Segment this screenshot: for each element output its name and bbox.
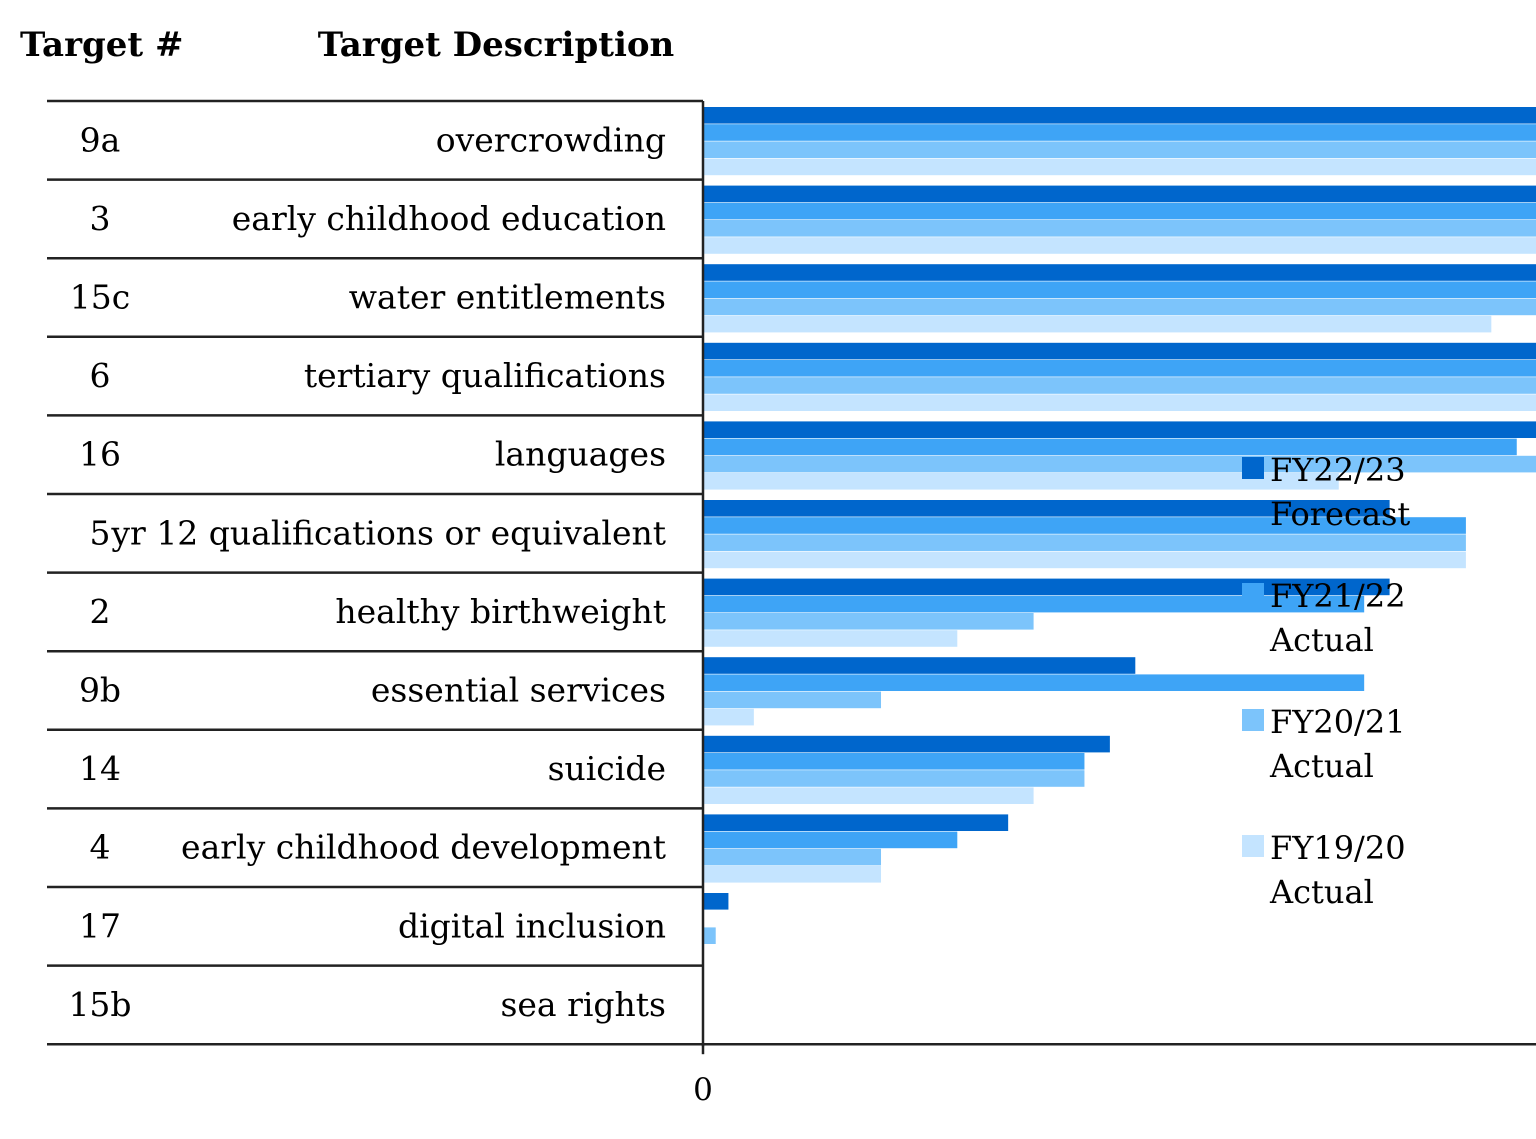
legend-label: Forecast bbox=[1270, 495, 1410, 533]
target-number: 6 bbox=[90, 356, 111, 395]
legend-swatch bbox=[1242, 583, 1264, 605]
legend-swatch bbox=[1242, 835, 1264, 857]
bars bbox=[703, 107, 1536, 944]
bar bbox=[703, 107, 1536, 124]
bar bbox=[703, 315, 1492, 333]
target-description: healthy birthweight bbox=[335, 592, 666, 631]
bar bbox=[703, 613, 1034, 630]
target-number: 2 bbox=[90, 592, 111, 631]
legend-swatch bbox=[1242, 457, 1264, 479]
bar bbox=[703, 578, 1390, 596]
bar bbox=[703, 753, 1085, 770]
bar bbox=[703, 298, 1536, 316]
target-description: early childhood education bbox=[232, 199, 666, 238]
bar bbox=[703, 893, 729, 910]
target-description: early childhood development bbox=[181, 828, 666, 867]
bar bbox=[703, 866, 882, 883]
bar bbox=[703, 158, 1536, 176]
target-number: 15c bbox=[70, 278, 130, 317]
legend-label: FY22/23 bbox=[1270, 451, 1406, 489]
bar bbox=[703, 377, 1536, 394]
bar bbox=[703, 394, 1536, 411]
target-number: 3 bbox=[90, 199, 111, 238]
bar bbox=[703, 848, 882, 866]
bar bbox=[703, 831, 958, 849]
target-number: 9b bbox=[79, 671, 121, 710]
bar bbox=[703, 220, 1536, 237]
bar bbox=[703, 534, 1466, 551]
target-number: 4 bbox=[90, 828, 111, 867]
target-description: yr 12 qualifications or equivalent bbox=[110, 513, 666, 552]
header-target-description: Target Description bbox=[318, 25, 675, 65]
bar bbox=[703, 770, 1085, 787]
x-tick-label: 0 bbox=[693, 1072, 713, 1108]
bar bbox=[703, 595, 1365, 613]
target-description: sea rights bbox=[500, 985, 666, 1024]
bar bbox=[703, 708, 754, 726]
bar bbox=[703, 141, 1536, 158]
bar bbox=[703, 500, 1390, 517]
bar bbox=[703, 927, 716, 944]
bar bbox=[703, 657, 1136, 674]
bar bbox=[703, 735, 1110, 753]
target-description: tertiary qualifications bbox=[304, 356, 666, 395]
target-number: 17 bbox=[79, 906, 121, 945]
bar bbox=[703, 814, 1009, 831]
bar bbox=[703, 281, 1536, 298]
table-rows: 9a overcrowding 3 early childhood education… bbox=[47, 99, 703, 1046]
legend-label: FY21/22 bbox=[1270, 577, 1406, 615]
bar bbox=[703, 124, 1536, 141]
bar bbox=[703, 455, 1536, 473]
legend-label: FY20/21 bbox=[1270, 703, 1406, 741]
legend-label: FY19/20 bbox=[1270, 829, 1406, 867]
target-number: 15b bbox=[68, 985, 131, 1024]
bar bbox=[703, 185, 1536, 203]
legend-label: Actual bbox=[1269, 621, 1374, 659]
legend-label: Actual bbox=[1269, 873, 1374, 911]
target-number: 9a bbox=[80, 120, 121, 159]
legend-label: Actual bbox=[1269, 747, 1374, 785]
legend-swatch bbox=[1242, 709, 1264, 731]
bar bbox=[703, 517, 1466, 534]
legend: FY22/23 Forecast FY21/22 Actual FY20/21 Actua… bbox=[1242, 451, 1410, 911]
target-description: water entitlements bbox=[349, 278, 666, 317]
target-description: languages bbox=[495, 435, 666, 474]
x-axis: 051015 bbox=[47, 101, 1536, 1108]
bar bbox=[703, 473, 1339, 490]
bar bbox=[703, 202, 1536, 220]
target-description: essential services bbox=[371, 671, 666, 710]
target-description: overcrowding bbox=[436, 120, 666, 159]
bar bbox=[703, 237, 1536, 254]
target-number: 5 bbox=[90, 513, 111, 552]
bar bbox=[703, 674, 1365, 691]
bar bbox=[703, 342, 1536, 360]
bar bbox=[703, 691, 882, 709]
bar bbox=[703, 264, 1536, 281]
bar bbox=[703, 630, 958, 647]
bar bbox=[703, 438, 1517, 456]
header-target-number: Target # bbox=[20, 25, 183, 65]
target-number: 16 bbox=[79, 435, 121, 474]
bar bbox=[703, 787, 1034, 804]
bar bbox=[703, 421, 1536, 438]
target-description: suicide bbox=[548, 749, 666, 788]
target-number: 14 bbox=[79, 749, 121, 788]
bar bbox=[703, 551, 1466, 569]
bar bbox=[703, 360, 1536, 377]
target-description: digital inclusion bbox=[398, 906, 666, 945]
